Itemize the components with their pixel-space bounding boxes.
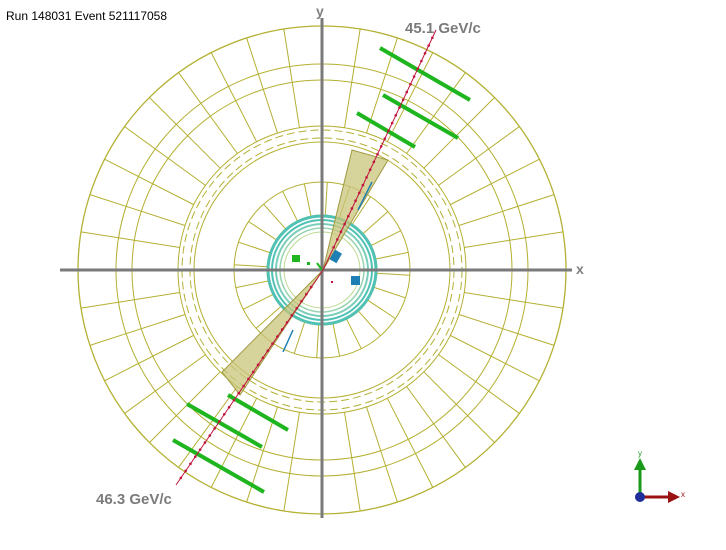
tracks — [175, 29, 437, 486]
hit-block-left — [292, 255, 300, 262]
gizmo-x-label: x — [681, 490, 685, 499]
chamber-lower-inner — [226, 393, 290, 432]
chamber-upper-inner — [355, 111, 417, 149]
hit-line-lower — [282, 329, 294, 353]
x-axis-label: x — [576, 261, 584, 277]
hit-line-upper — [357, 181, 373, 211]
track-hits — [179, 36, 434, 480]
jet-cone-upper — [322, 149, 389, 271]
muon-chambers — [172, 46, 472, 494]
track-upper — [322, 29, 437, 271]
gizmo-y-label: y — [638, 449, 642, 458]
hit-line-center — [316, 262, 323, 271]
jet-cone-lower — [221, 269, 324, 396]
chamber-upper-outer — [378, 46, 472, 102]
chamber-lower-outer — [172, 438, 265, 494]
hit-block-right — [351, 276, 360, 285]
chamber-lower-middle — [186, 402, 263, 449]
hit-block-upper-right — [329, 249, 342, 264]
orientation-gizmo: y x — [634, 449, 685, 503]
hit-dot-left — [307, 262, 310, 265]
y-axis-label: y — [316, 3, 324, 19]
run-event-label: Run 148031 Event 521117058 — [6, 9, 168, 23]
track-upper-momentum-label: 45.1 GeV/c — [405, 20, 481, 37]
track-lower-momentum-label: 46.3 GeV/c — [96, 491, 172, 508]
chamber-upper-middle — [382, 93, 459, 140]
vertex-dot — [331, 281, 333, 283]
